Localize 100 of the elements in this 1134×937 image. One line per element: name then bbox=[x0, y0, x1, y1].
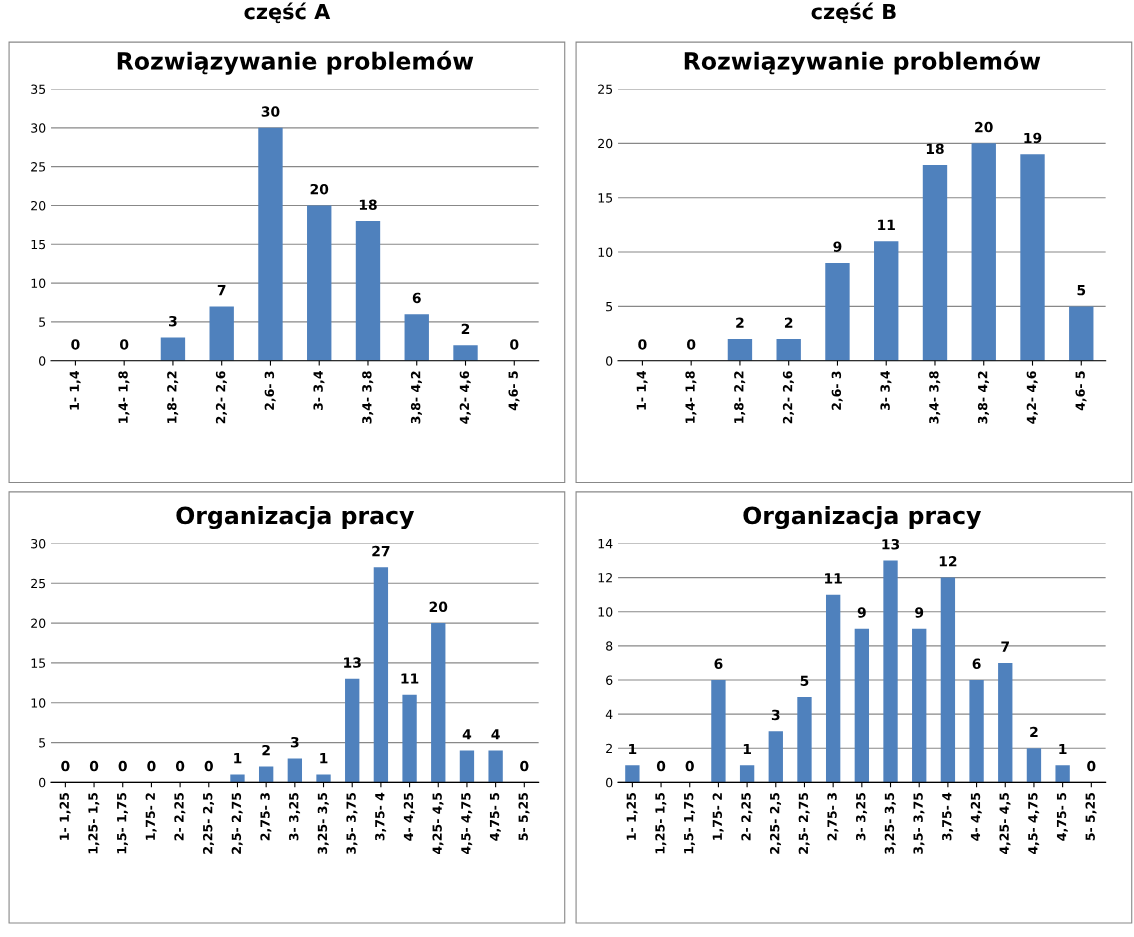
x-tick-label: 4,75- 5 bbox=[489, 792, 501, 841]
data-label: 5 bbox=[800, 675, 809, 687]
x-tick-label: 1,25- 1,5 bbox=[655, 792, 667, 854]
bar bbox=[287, 758, 303, 783]
bar bbox=[230, 774, 245, 783]
x-tick-label: 4,25- 4,5 bbox=[432, 792, 444, 855]
data-label: 1 bbox=[234, 753, 242, 764]
x-tick-label: 1,5- 1,75 bbox=[684, 792, 695, 854]
bar bbox=[776, 339, 801, 361]
y-tick-label: 20 bbox=[31, 200, 46, 211]
x-tick-label: 3,8- 4,2 bbox=[410, 371, 422, 424]
data-label: 20 bbox=[975, 121, 993, 133]
bar bbox=[998, 662, 1013, 783]
data-label: 1 bbox=[1059, 743, 1067, 755]
x-tick-label: 1- 1,4 bbox=[636, 371, 648, 410]
x-tick-label: 2,75- 3 bbox=[260, 793, 272, 841]
data-label: 2 bbox=[461, 323, 470, 334]
x-tick-label: 3- 3,25 bbox=[289, 792, 301, 841]
bar bbox=[768, 731, 783, 783]
x-tick-label: 2,2- 2,6 bbox=[215, 371, 227, 424]
bar bbox=[874, 241, 899, 361]
data-label: 27 bbox=[372, 545, 390, 557]
data-label: 0 bbox=[638, 339, 647, 350]
y-tick-label: 30 bbox=[31, 538, 46, 549]
x-tick-label: 2,75- 3 bbox=[827, 793, 839, 841]
bar bbox=[854, 628, 870, 783]
bar bbox=[727, 339, 753, 361]
data-label: 20 bbox=[310, 183, 329, 195]
bar bbox=[1026, 748, 1042, 783]
x-tick-label: 3,75- 4 bbox=[942, 792, 954, 841]
bar bbox=[922, 165, 948, 361]
x-tick-label: 4,75- 5 bbox=[1056, 792, 1068, 841]
y-tick-label: 10 bbox=[31, 698, 46, 708]
y-tick-label: 8 bbox=[606, 641, 613, 651]
data-label: 13 bbox=[344, 657, 361, 668]
chart-title: Organizacja pracy bbox=[176, 506, 415, 530]
x-tick-label: 3,8- 4,2 bbox=[977, 371, 989, 424]
chart-title: Rozwiązywanie problemów bbox=[117, 50, 474, 75]
bar bbox=[488, 750, 503, 783]
data-label: 1 bbox=[629, 743, 637, 755]
y-tick-label: 10 bbox=[598, 607, 613, 617]
x-tick-label: 4,5- 4,75 bbox=[461, 792, 473, 855]
x-tick-label: 3- 3,4 bbox=[313, 371, 325, 411]
x-tick-label: 2,6- 3 bbox=[831, 371, 843, 410]
bar bbox=[1055, 765, 1070, 783]
x-tick-label: 4,2- 4,6 bbox=[459, 371, 471, 424]
x-tick-label: 3,4- 3,8 bbox=[362, 371, 374, 424]
bar bbox=[404, 314, 429, 361]
data-label: 2 bbox=[736, 317, 744, 328]
y-tick-label: 15 bbox=[31, 658, 46, 668]
y-tick-label: 15 bbox=[598, 193, 613, 203]
data-label: 2 bbox=[262, 744, 270, 756]
bar bbox=[825, 594, 841, 783]
text: część B bbox=[811, 2, 896, 24]
y-tick-label: 20 bbox=[31, 618, 46, 629]
x-tick-label: 1,75- 2 bbox=[145, 793, 157, 840]
y-tick-label: 5 bbox=[606, 302, 613, 312]
data-label: 0 bbox=[685, 760, 694, 772]
data-label: 1 bbox=[743, 743, 751, 755]
x-tick-label: 2- 2,25 bbox=[174, 792, 186, 841]
data-label: 7 bbox=[1001, 641, 1009, 652]
bar bbox=[453, 345, 478, 361]
x-tick-label: 2,5- 2,75 bbox=[798, 792, 810, 854]
data-label: 11 bbox=[825, 573, 842, 584]
bar bbox=[797, 697, 812, 783]
x-tick-label: 3- 3,25 bbox=[856, 792, 868, 841]
y-tick-label: 4 bbox=[605, 709, 613, 719]
data-label: 12 bbox=[939, 556, 957, 567]
bar bbox=[373, 567, 389, 783]
x-tick-label: 4,25- 4,5 bbox=[999, 792, 1011, 855]
y-tick-label: 10 bbox=[31, 278, 46, 289]
x-tick-label: 3,5- 3,75 bbox=[346, 792, 358, 854]
bar bbox=[940, 577, 956, 783]
x-tick-label: 4- 4,25 bbox=[403, 792, 415, 841]
y-tick-label: 0 bbox=[606, 356, 613, 366]
x-tick-label: 4,2- 4,6 bbox=[1026, 371, 1038, 424]
data-label: 30 bbox=[261, 106, 280, 117]
x-tick-label: 1,75- 2 bbox=[712, 793, 724, 840]
x-tick-label: 2,25- 2,5 bbox=[769, 792, 782, 854]
x-tick-label: 3- 3,4 bbox=[880, 371, 892, 411]
bar bbox=[258, 766, 274, 783]
bar bbox=[316, 774, 331, 783]
data-label: 11 bbox=[401, 673, 419, 684]
data-label: 3 bbox=[771, 709, 780, 721]
x-tick-label: 4,6- 5 bbox=[508, 371, 520, 411]
data-label: 3 bbox=[290, 736, 299, 748]
data-label: 0 bbox=[687, 339, 696, 350]
data-label: 0 bbox=[120, 339, 129, 350]
chart-title: Organizacja pracy bbox=[743, 506, 982, 530]
data-label: 2 bbox=[784, 317, 793, 328]
x-tick-label: 5- 5,25 bbox=[518, 792, 530, 841]
bar bbox=[825, 262, 850, 361]
data-label: 9 bbox=[833, 241, 842, 252]
data-label: 20 bbox=[429, 601, 448, 613]
bar bbox=[258, 127, 283, 361]
bar bbox=[883, 560, 898, 783]
y-tick-label: 30 bbox=[31, 123, 46, 133]
x-tick-label: 3,75- 4 bbox=[375, 792, 387, 841]
y-tick-label: 0 bbox=[39, 777, 46, 788]
y-tick-label: 0 bbox=[606, 777, 613, 788]
